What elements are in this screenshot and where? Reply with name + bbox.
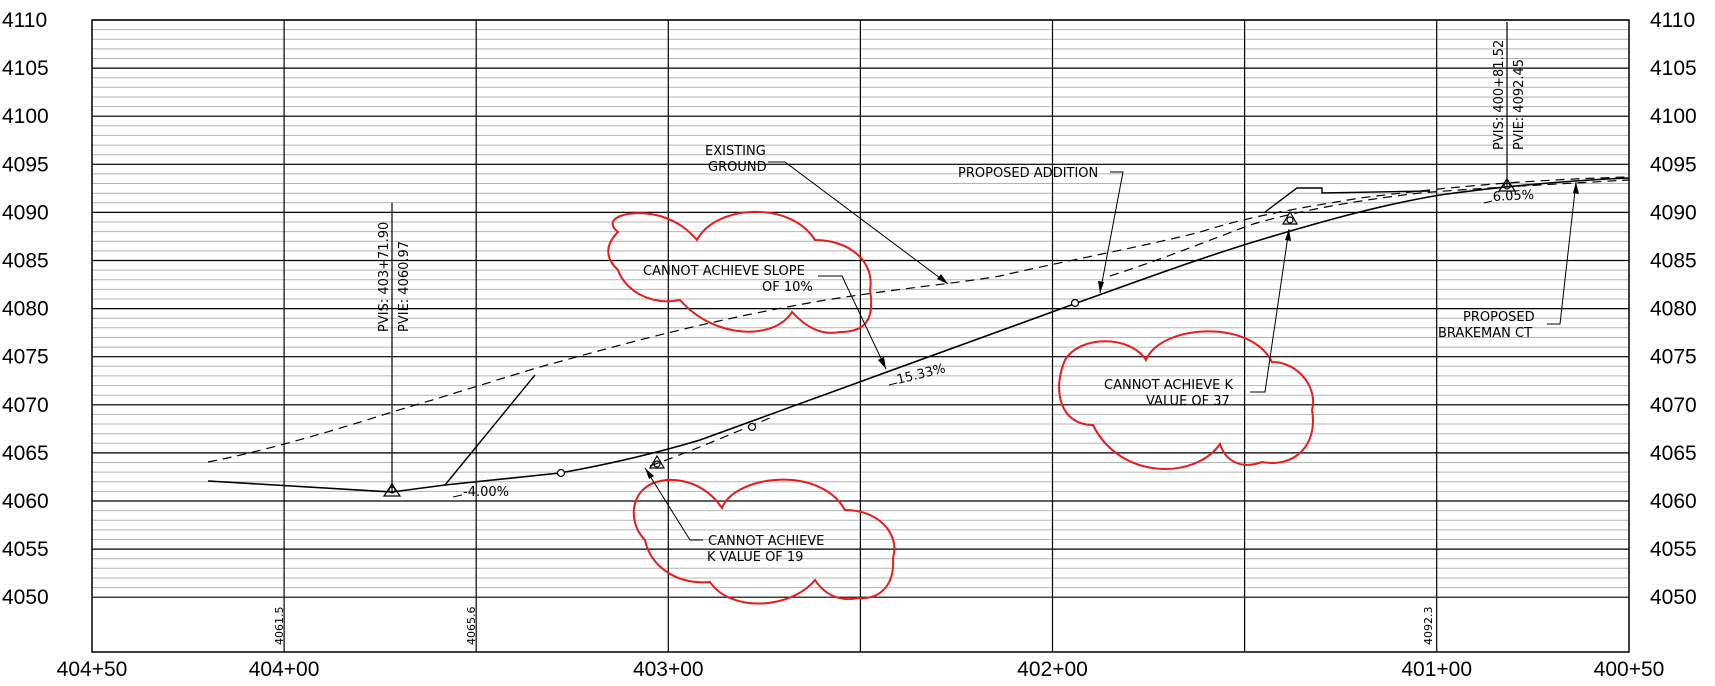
elevation-tick-right: 4075 (1650, 346, 1697, 369)
elevation-tick-right: 4085 (1650, 250, 1697, 273)
elevation-tick-left: 4060 (2, 490, 49, 513)
bottom-elevation-3: 4092.3 (1422, 607, 1435, 646)
station-tick: 404+50 (57, 658, 128, 681)
station-tick: 401+00 (1401, 658, 1472, 681)
elevation-tick-right: 4080 (1650, 298, 1697, 321)
proposed-brakeman-label-2: BRAKEMAN CT (1438, 326, 1532, 341)
existing-ground-line (207, 176, 1630, 463)
bottom-elevation-1: 4061.5 (273, 607, 286, 646)
existing-ground-leader (768, 161, 949, 285)
cloud-k19-leader (644, 467, 703, 541)
elevation-axis-left: 4110 4105 4100 4095 4090 4085 4080 4075 4070 4065… (2, 9, 49, 609)
elevation-tick-right: 4100 (1650, 105, 1697, 128)
elevation-tick-left: 4085 (2, 250, 49, 273)
elevation-tick-left: 4075 (2, 346, 49, 369)
existing-ground-label-1: EXISTING (705, 144, 766, 159)
svg-text:6.05%: 6.05% (1492, 188, 1534, 205)
cloud-slope-leader (818, 275, 887, 370)
cloud-slope-text-1: CANNOT ACHIEVE SLOPE (643, 264, 805, 279)
elevation-axis-right: 4110 4105 4100 4095 4090 4085 4080 4075 4070 4065… (1650, 9, 1697, 609)
curve-points (556, 298, 1080, 478)
cloud-k19-text-1: CANNOT ACHIEVE (708, 534, 824, 549)
pvi-marker-left (382, 203, 402, 497)
elevation-tick-left: 4100 (2, 105, 49, 128)
pvi-marker-right (1497, 22, 1517, 192)
svg-text:-4.00%: -4.00% (463, 485, 509, 500)
major-grid (92, 19, 1629, 652)
proposed-profile-line (207, 177, 1630, 493)
cloud-k37-leader (1250, 228, 1290, 393)
grade-label-1: -4.00% (452, 485, 509, 500)
cloud-slope-arrow (878, 357, 886, 369)
plot-frame (91, 19, 1630, 653)
elevation-tick-left: 4080 (2, 298, 49, 321)
elevation-tick-right: 4060 (1650, 490, 1697, 513)
elevation-tick-right: 4110 (1650, 9, 1695, 32)
cloud-slope-text-2: OF 10% (762, 280, 813, 295)
elevation-tick-left: 4090 (2, 201, 49, 224)
cloud-k19-arrow (645, 468, 654, 479)
elevation-tick-right: 4065 (1650, 442, 1697, 465)
elevation-tick-right: 4055 (1650, 538, 1697, 561)
station-tick: 400+50 (1594, 658, 1665, 681)
tie-line-right (1264, 187, 1431, 213)
elevation-tick-right: 4050 (1650, 586, 1697, 609)
pvi-right-station: PVIS: 400+81.52 (1492, 40, 1507, 150)
elevation-tick-right: 4105 (1650, 57, 1697, 80)
existing-ground-arrow (937, 274, 948, 284)
proposed-brakeman-leader (1547, 181, 1577, 325)
revision-cloud-k37 (1058, 330, 1315, 470)
existing-ground-label-2: GROUND (708, 160, 767, 175)
elevation-tick-left: 4095 (2, 153, 49, 176)
elevation-tick-left: 4110 (2, 9, 47, 32)
elevation-tick-left: 4105 (2, 57, 49, 80)
pvi-marker-mid-left (648, 454, 666, 469)
elevation-tick-left: 4070 (2, 394, 49, 417)
elevation-tick-left: 4065 (2, 442, 49, 465)
cloud-k37-arrow (1285, 229, 1291, 241)
proposed-addition-label: PROPOSED ADDITION (958, 166, 1098, 181)
pvi-right-elevation: PVIE: 4092.45 (1512, 59, 1527, 150)
tie-line-left (444, 374, 536, 486)
revision-cloud-k19 (632, 478, 896, 605)
station-tick: 404+00 (249, 658, 320, 681)
station-tick: 402+00 (1017, 658, 1088, 681)
revision-cloud-slope (607, 210, 873, 334)
pvi-left-elevation: PVIE: 4060.97 (397, 241, 412, 332)
proposed-addition-leader (1099, 171, 1124, 294)
cloud-k19-text-2: K VALUE OF 19 (707, 550, 803, 565)
proposed-brakeman-arrow (1573, 182, 1579, 194)
grade-label-2: 15.33% (888, 361, 947, 388)
proposed-brakeman-label-1: PROPOSED (1463, 310, 1535, 325)
pvi-left-station: PVIS: 403+71.90 (377, 222, 392, 332)
proposed-addition-arrow (1098, 281, 1104, 293)
grade-label-3: 6.05% (1483, 188, 1534, 205)
cloud-k37-text-1: CANNOT ACHIEVE K (1104, 378, 1234, 393)
cloud-k37-text-2: VALUE OF 37 (1146, 394, 1230, 409)
elevation-tick-right: 4095 (1650, 153, 1697, 176)
pvi-marker-mid-right (1281, 210, 1299, 225)
station-tick: 403+00 (633, 658, 704, 681)
elevation-tick-right: 4070 (1650, 394, 1697, 417)
elevation-tick-right: 4090 (1650, 201, 1697, 224)
elevation-tick-left: 4055 (2, 538, 49, 561)
elevation-tick-left: 4050 (2, 586, 49, 609)
bottom-elevation-2: 4065.6 (465, 607, 478, 646)
station-axis: 404+50 404+00 403+00 402+00 401+00 400+50 (57, 658, 1665, 681)
